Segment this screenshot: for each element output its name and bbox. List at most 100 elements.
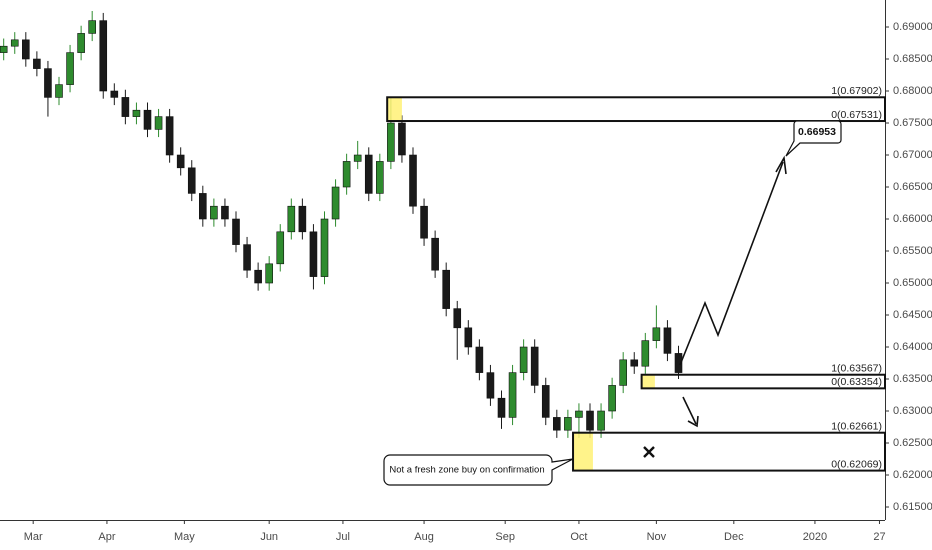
x-tick-label: Jun	[260, 531, 278, 543]
x-tick-label: Nov	[647, 531, 667, 543]
candle-body	[564, 417, 572, 431]
candle-body	[674, 353, 683, 373]
candle-body	[221, 205, 229, 220]
y-tick-label: 0.67500	[893, 117, 932, 129]
candle-body	[132, 109, 141, 117]
x-tick-label: 2020	[803, 531, 827, 543]
candle-body	[453, 308, 462, 329]
candle-body	[66, 52, 74, 85]
candle-body	[33, 58, 41, 69]
candle-body	[55, 84, 63, 98]
candle-body	[210, 205, 218, 220]
x-tick-label: Dec	[724, 531, 744, 543]
candle-body	[387, 122, 395, 162]
zone-label: 0(0.67531)	[831, 109, 882, 121]
candle-body	[320, 218, 329, 277]
y-tick-label: 0.64000	[893, 341, 932, 353]
candle-body	[121, 97, 130, 117]
candle-body	[663, 327, 672, 354]
y-tick-label: 0.65000	[893, 277, 932, 289]
candle-body	[530, 346, 539, 386]
zone-label: 0(0.62069)	[831, 458, 882, 470]
y-tick-label: 0.63000	[893, 405, 932, 417]
plot: 0.61500 0.62000 0.62500 0.63000 0.63500 0.640…	[0, 11, 932, 543]
candle-body	[364, 154, 373, 194]
candle-body	[608, 385, 616, 412]
candle-body	[497, 397, 506, 418]
candle-body	[331, 186, 340, 220]
candle-body	[353, 154, 362, 162]
y-tick-label: 0.62500	[893, 437, 932, 449]
candle-body	[99, 20, 108, 92]
candle-body	[575, 410, 583, 418]
y-tick-label: 0.68500	[893, 53, 932, 65]
down-arrow-head	[687, 415, 699, 428]
candle-body	[652, 327, 661, 341]
zone-highlight	[387, 97, 402, 122]
note-text: Not a fresh zone buy on confirmation	[389, 465, 544, 476]
arrow-head	[775, 155, 787, 175]
x-tick-label: Aug	[414, 531, 434, 543]
candle-body	[44, 68, 52, 98]
zone-label: 0(0.63354)	[831, 376, 882, 388]
candle-body	[187, 167, 196, 194]
zone-highlight	[641, 374, 655, 389]
candle-body	[287, 205, 296, 233]
candle-body	[88, 20, 96, 34]
candle-body	[309, 231, 318, 277]
y-tick-label: 0.66500	[893, 181, 932, 193]
candle-body	[553, 417, 561, 431]
projection-path	[679, 161, 784, 366]
candle-body	[243, 244, 251, 271]
candle-body	[22, 39, 30, 60]
candle-body	[143, 109, 152, 130]
candle-body	[376, 161, 384, 194]
candle-body	[630, 359, 639, 367]
down-arrow	[682, 396, 697, 425]
zone-label: 1(0.62661)	[831, 420, 882, 432]
x-tick-label: Oct	[570, 531, 587, 543]
candle-body	[464, 327, 473, 348]
y-tick-label: 0.69000	[893, 21, 932, 33]
y-tick-label: 0.63500	[893, 373, 932, 385]
candle-body	[10, 39, 19, 47]
target-label: 0.66953	[798, 126, 836, 138]
candle-body	[176, 154, 185, 169]
y-tick-label: 0.61500	[893, 501, 932, 513]
y-tick-label: 0.64500	[893, 309, 932, 321]
candle-body	[619, 359, 627, 386]
x-tick-label: Sep	[495, 531, 515, 543]
candle-body	[254, 269, 262, 284]
candle-body	[508, 372, 517, 418]
y-tick-label: 0.66000	[893, 213, 932, 225]
zone-label: 1(0.63567)	[831, 363, 882, 375]
candle-body	[276, 231, 285, 265]
candle-body	[475, 346, 484, 373]
x-tick-label: 27	[873, 531, 885, 543]
candle-body	[165, 116, 174, 156]
x-tick-label: Mar	[24, 531, 43, 543]
candle-body	[519, 346, 528, 373]
note-callout	[383, 454, 574, 486]
zone	[640, 373, 886, 390]
candle-body	[232, 218, 240, 245]
y-tick-label: 0.68000	[893, 85, 932, 97]
x-mark	[643, 446, 655, 458]
candle-body	[541, 385, 550, 418]
y-tick-label: 0.65500	[893, 245, 932, 257]
candle-body	[420, 205, 428, 239]
x-tick-label: Jul	[336, 531, 350, 543]
candle-body	[431, 237, 439, 271]
candle-body	[199, 193, 207, 220]
zone-label: 1(0.67902)	[831, 85, 882, 97]
candle-body	[110, 90, 119, 98]
candle-body	[265, 263, 273, 284]
candle-body	[409, 154, 417, 207]
candle-body	[77, 33, 85, 53]
candle-body	[442, 269, 450, 309]
zone	[572, 431, 886, 472]
candle-body	[298, 205, 307, 233]
zone	[386, 96, 886, 123]
candle-body	[154, 116, 163, 130]
